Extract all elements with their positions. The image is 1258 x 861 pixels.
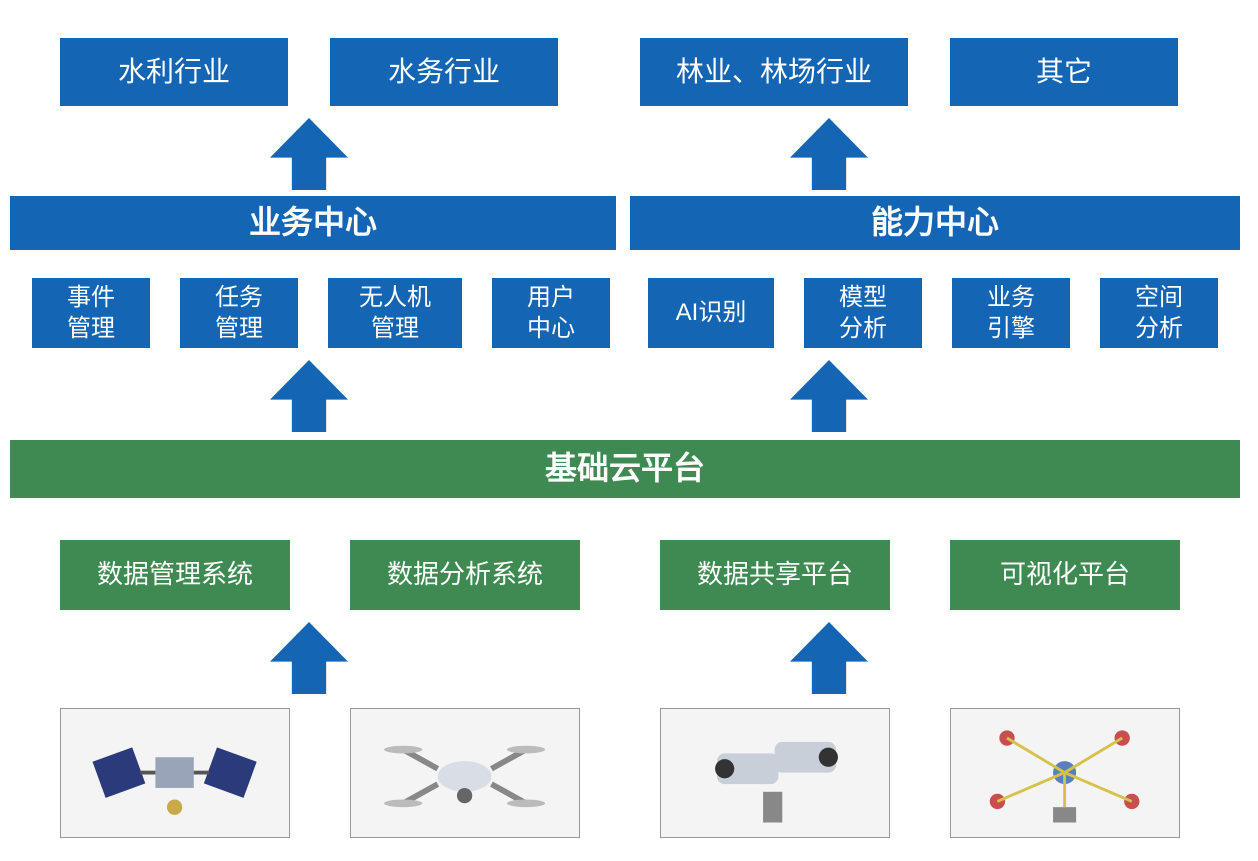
camera-image [660, 708, 890, 838]
up-arrow [270, 622, 348, 694]
module-box-3: 用户 中心 [492, 278, 610, 348]
industry-box-1: 水务行业 [330, 38, 558, 106]
subsystem-box-2: 数据共享平台 [660, 540, 890, 610]
up-arrow [790, 360, 868, 432]
up-arrow [270, 360, 348, 432]
module-box-1: 任务 管理 [180, 278, 298, 348]
industry-box-3: 其它 [950, 38, 1178, 106]
module-box-6: 业务 引擎 [952, 278, 1070, 348]
industry-box-0: 水利行业 [60, 38, 288, 106]
up-arrow [790, 622, 868, 694]
subsystem-box-1: 数据分析系统 [350, 540, 580, 610]
up-arrow [790, 118, 868, 190]
drone-image [350, 708, 580, 838]
module-box-4: AI识别 [648, 278, 774, 348]
iot-network-image [950, 708, 1180, 838]
module-box-7: 空间 分析 [1100, 278, 1218, 348]
subsystem-box-3: 可视化平台 [950, 540, 1180, 610]
module-box-5: 模型 分析 [804, 278, 922, 348]
module-box-2: 无人机 管理 [328, 278, 462, 348]
subsystem-box-0: 数据管理系统 [60, 540, 290, 610]
satellite-image [60, 708, 290, 838]
module-box-0: 事件 管理 [32, 278, 150, 348]
industry-box-2: 林业、林场行业 [640, 38, 908, 106]
center-title-1: 能力中心 [630, 196, 1240, 250]
center-title-0: 业务中心 [10, 196, 616, 250]
up-arrow [270, 118, 348, 190]
platform-bar: 基础云平台 [10, 440, 1240, 498]
